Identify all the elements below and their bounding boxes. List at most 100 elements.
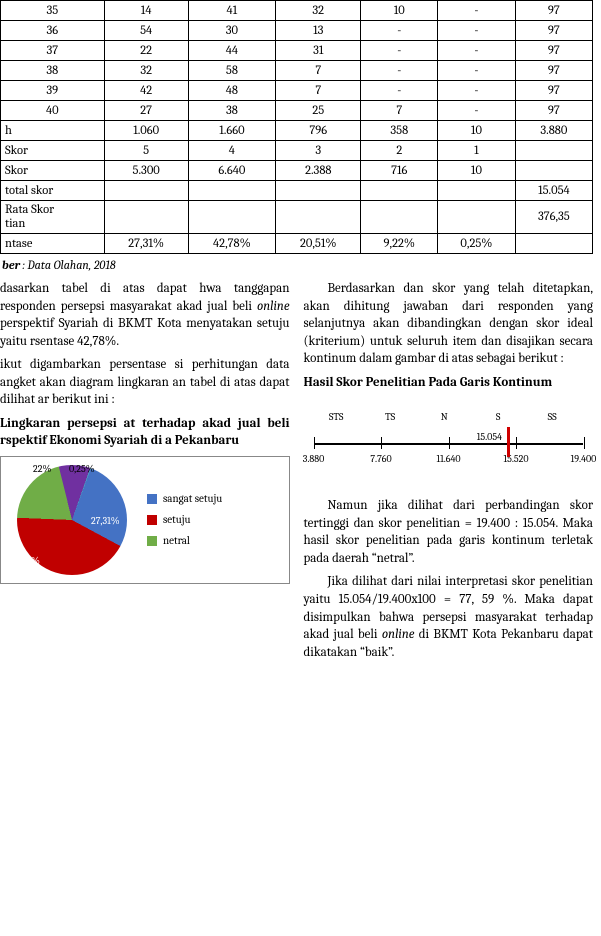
table-cell: 31 xyxy=(276,41,361,61)
table-cell xyxy=(361,201,438,234)
table-cell: 30 xyxy=(188,21,275,41)
source-line: ber : Data Olahan, 2018 xyxy=(2,258,593,272)
table-cell: 358 xyxy=(361,121,438,141)
table-cell: total skor xyxy=(1,181,105,201)
table-cell: - xyxy=(361,21,438,41)
table-cell: 20,51% xyxy=(276,234,361,254)
table-cell: 97 xyxy=(515,101,592,121)
table-cell: - xyxy=(438,1,516,21)
left-p2: ikut digambarkan persentase si perhitung… xyxy=(0,356,290,409)
continuum-cat: N xyxy=(441,411,448,423)
table-cell: 25 xyxy=(276,101,361,121)
table-cell: 1.060 xyxy=(104,121,188,141)
table-cell: - xyxy=(361,61,438,81)
table-cell: Rata Skor tian xyxy=(1,201,105,234)
table-cell: 97 xyxy=(515,41,592,61)
legend-label: netral xyxy=(163,534,190,547)
table-cell: 376,35 xyxy=(515,201,592,234)
legend-swatch xyxy=(147,515,157,525)
table-cell: 35 xyxy=(1,1,105,21)
table-cell: 10 xyxy=(361,1,438,21)
table-cell: 41 xyxy=(188,1,275,21)
legend-label: setuju xyxy=(163,513,191,526)
table-cell xyxy=(188,181,275,201)
legend-label: sangat setuju xyxy=(163,492,222,505)
table-cell: 42,78% xyxy=(188,234,275,254)
pie-chart: 22% 0,25% 27,31% % xyxy=(7,465,137,575)
table-cell: 32 xyxy=(276,1,361,21)
table-cell: 0,25% xyxy=(438,234,516,254)
table-cell xyxy=(276,201,361,234)
table-cell: 27 xyxy=(104,101,188,121)
continuum-tick xyxy=(314,437,315,449)
table-cell xyxy=(361,181,438,201)
pie-chart-box: 22% 0,25% 27,31% % sangat setuju setuju ne… xyxy=(0,456,290,584)
table-cell: 716 xyxy=(361,161,438,181)
right-p2: Namun jika dilihat dari perbandingan sko… xyxy=(304,497,594,567)
table-cell: 1.660 xyxy=(188,121,275,141)
source-lead: ber xyxy=(2,258,20,272)
pie-legend: sangat setuju setuju netral xyxy=(147,492,222,547)
continuum-cat: STS xyxy=(329,411,344,423)
continuum-tick xyxy=(584,437,585,449)
legend-item: sangat setuju xyxy=(147,492,222,505)
table-cell: 13 xyxy=(276,21,361,41)
table-cell: 3 xyxy=(276,141,361,161)
continuum-title: Hasil Skor Penelitian Pada Garis Kontinu… xyxy=(304,374,594,392)
table-cell: 10 xyxy=(438,121,516,141)
continuum-tick xyxy=(516,437,517,449)
table-cell: 6.640 xyxy=(188,161,275,181)
table-cell: 4 xyxy=(188,141,275,161)
table-cell: 5 xyxy=(104,141,188,161)
table-cell: 48 xyxy=(188,81,275,101)
continuum-cat: SS xyxy=(548,411,557,423)
table-cell xyxy=(515,141,592,161)
table-cell: 38 xyxy=(1,61,105,81)
table-cell xyxy=(438,181,516,201)
table-cell: 2.388 xyxy=(276,161,361,181)
table-cell: Skor xyxy=(1,141,105,161)
right-column: Berdasarkan dan skor yang telah ditetapk… xyxy=(304,280,594,667)
table-cell: 37 xyxy=(1,41,105,61)
table-cell: ntase xyxy=(1,234,105,254)
table-cell: - xyxy=(361,81,438,101)
table-cell: 22 xyxy=(104,41,188,61)
right-p1: Berdasarkan dan skor yang telah ditetapk… xyxy=(304,280,594,368)
table-cell: 3.880 xyxy=(515,121,592,141)
table-cell: 1 xyxy=(438,141,516,161)
table-cell: h xyxy=(1,121,105,141)
continuum-marker xyxy=(507,427,510,457)
legend-item: setuju xyxy=(147,513,222,526)
continuum-tick-label: 11.640 xyxy=(436,453,460,465)
pie-label-025: 0,25% xyxy=(69,463,95,475)
table-cell: 14 xyxy=(104,1,188,21)
continuum-marker-label: 15.054 xyxy=(477,431,502,443)
continuum-tick xyxy=(449,437,450,449)
table-cell: 10 xyxy=(438,161,516,181)
source-rest: : Data Olahan, 2018 xyxy=(20,258,116,272)
pie-label-setuju-pct: % xyxy=(31,555,40,567)
table-cell xyxy=(438,201,516,234)
continuum-tick-label: 7.760 xyxy=(370,453,391,465)
table-cell: 2 xyxy=(361,141,438,161)
continuum-chart: STSTSNSSS3.8807.76011.64015.52019.40015.… xyxy=(304,397,594,487)
table-cell: - xyxy=(438,81,516,101)
table-cell xyxy=(515,161,592,181)
legend-item: netral xyxy=(147,534,222,547)
table-cell xyxy=(104,181,188,201)
table-cell: 58 xyxy=(188,61,275,81)
right-p3: Jika dilihat dari nilai interpretasi sko… xyxy=(304,573,594,661)
table-cell: - xyxy=(361,41,438,61)
table-cell: 97 xyxy=(515,1,592,21)
continuum-tick xyxy=(381,437,382,449)
table-cell: 42 xyxy=(104,81,188,101)
table-cell: 5.300 xyxy=(104,161,188,181)
score-table: 3514413210-9736543013--9737224431--97383… xyxy=(0,0,593,254)
table-cell: 32 xyxy=(104,61,188,81)
table-cell: 796 xyxy=(276,121,361,141)
table-cell: 7 xyxy=(276,81,361,101)
table-cell: 15.054 xyxy=(515,181,592,201)
table-cell xyxy=(276,181,361,201)
table-cell: 97 xyxy=(515,61,592,81)
continuum-tick-label: 19.400 xyxy=(571,453,597,465)
